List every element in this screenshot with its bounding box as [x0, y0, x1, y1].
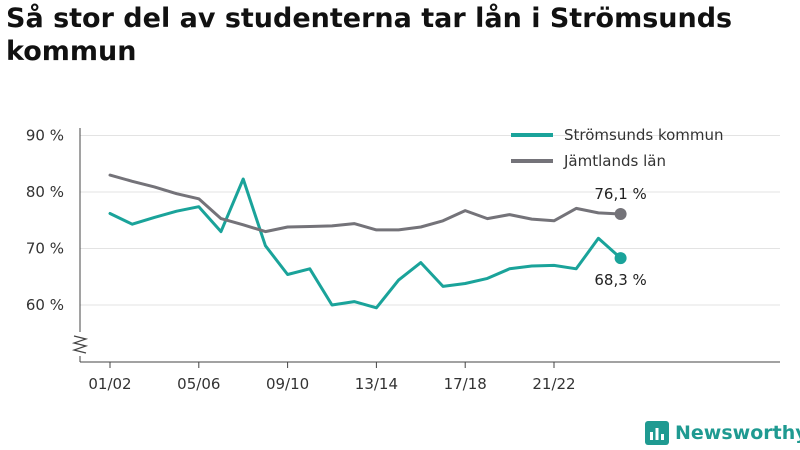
x-tick-label: 09/10 [266, 375, 309, 393]
series-lines: 68,3 % 76,1 % [108, 173, 647, 310]
x-tick-label: 17/18 [444, 375, 487, 393]
x-tick-label: 01/02 [88, 375, 131, 393]
y-tick-label: 90 % [26, 127, 64, 145]
y-axis-ticks: 60 % 70 % 80 % 90 % [26, 127, 64, 315]
axis-break-icon [71, 335, 89, 354]
chart-legend: Strömsunds kommun Jämtlands län [511, 126, 724, 170]
legend-label-jamtland: Jämtlands län [563, 152, 666, 170]
chart-title: Så stor del av studenterna tar lån i Str… [6, 3, 733, 67]
x-tick-label: 05/06 [177, 375, 220, 393]
gridlines [80, 135, 780, 306]
end-label-jamtland: 76,1 % [594, 185, 646, 203]
y-tick-label: 60 % [26, 296, 64, 314]
brand-name: Newsworthy [675, 422, 800, 444]
x-tick-label: 21/22 [532, 375, 575, 393]
x-axis-ticks: 01/02 05/06 09/10 13/14 17/18 21/22 [88, 362, 576, 393]
y-tick-label: 70 % [26, 240, 64, 258]
y-tick-label: 80 % [26, 183, 64, 201]
legend-label-stromsund: Strömsunds kommun [564, 126, 724, 144]
axes [71, 128, 780, 363]
end-point-jamtland [614, 208, 627, 221]
end-point-stromsund [614, 252, 627, 265]
end-label-stromsund: 68,3 % [594, 271, 646, 289]
bar-chart-icon [645, 421, 669, 445]
newsworthy-logo[interactable]: Newsworthy [645, 420, 800, 446]
series-line-jamtland [108, 173, 623, 234]
x-tick-label: 13/14 [355, 375, 398, 393]
series-line-stromsund [108, 177, 623, 310]
